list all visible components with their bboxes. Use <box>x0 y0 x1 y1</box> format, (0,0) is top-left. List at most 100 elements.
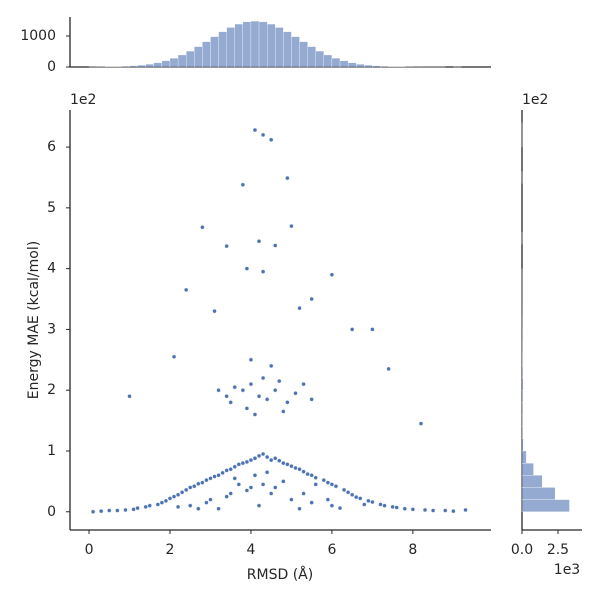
point <box>155 502 161 507</box>
histogram-bar <box>275 27 284 68</box>
point <box>208 497 213 502</box>
histogram-bar <box>169 58 179 68</box>
point <box>228 400 233 405</box>
histogram-bar <box>521 438 524 452</box>
point <box>163 498 169 504</box>
point <box>260 132 266 138</box>
point <box>248 485 254 490</box>
point <box>228 491 233 496</box>
histogram-bar <box>202 41 211 68</box>
x-tick-label: 0.0 <box>511 542 533 558</box>
histogram-bar <box>194 46 203 68</box>
point <box>305 471 310 477</box>
point <box>175 492 181 497</box>
point <box>260 482 266 487</box>
histogram-bar <box>145 64 154 68</box>
histogram-bar <box>521 462 534 476</box>
point <box>285 175 290 181</box>
point <box>232 464 237 469</box>
point <box>264 470 270 475</box>
y-tick-label: 0 <box>47 504 56 520</box>
point <box>171 354 177 359</box>
point <box>289 223 294 229</box>
point <box>200 480 205 485</box>
point <box>394 505 399 510</box>
histogram-bar <box>121 66 130 68</box>
histogram-bar <box>299 41 308 68</box>
histogram-bar <box>521 390 524 403</box>
point <box>115 508 120 513</box>
point <box>256 239 262 244</box>
histogram-bar <box>521 365 523 379</box>
y-tick-label: 4 <box>47 261 56 277</box>
x-tick-label: 2.5 <box>547 542 569 558</box>
point <box>273 388 278 393</box>
point <box>309 296 314 302</box>
point <box>329 272 335 277</box>
point <box>196 481 201 487</box>
point <box>240 460 246 466</box>
point <box>378 502 383 507</box>
point <box>386 366 391 372</box>
y-offset-label: 1e2 <box>70 92 96 108</box>
histogram-bar <box>347 62 357 68</box>
histogram-bar <box>177 54 187 68</box>
point <box>147 503 152 508</box>
point <box>98 508 104 514</box>
point <box>244 266 250 271</box>
point <box>216 388 221 393</box>
point <box>410 507 416 512</box>
histogram-bar <box>521 426 523 439</box>
point <box>244 488 250 493</box>
histogram-bar <box>521 377 524 391</box>
histogram-bar <box>291 36 300 68</box>
point <box>232 476 237 481</box>
y-tick-label: 3 <box>47 321 56 337</box>
point <box>232 384 237 390</box>
point <box>264 397 270 402</box>
point <box>240 388 246 393</box>
y-offset-label: 1e2 <box>522 92 548 108</box>
point <box>216 506 221 511</box>
histogram-bar <box>521 402 523 415</box>
histogram-bar <box>339 60 349 68</box>
point <box>325 497 331 502</box>
point <box>192 484 197 489</box>
point <box>289 463 294 469</box>
point <box>183 487 189 493</box>
point <box>297 467 302 472</box>
y-tick-label: 5 <box>47 200 56 216</box>
point <box>244 406 250 411</box>
histogram-bar <box>218 31 227 68</box>
point <box>370 499 375 505</box>
histogram-bar <box>250 20 260 68</box>
point <box>200 225 205 230</box>
point <box>248 457 254 463</box>
point <box>451 508 456 514</box>
x-tick-label: 8 <box>408 542 417 558</box>
point <box>252 412 258 417</box>
histogram-bar <box>356 64 365 68</box>
point <box>123 507 128 513</box>
point <box>188 503 193 508</box>
point <box>220 470 225 476</box>
point <box>268 137 274 142</box>
point <box>268 363 274 369</box>
histogram-bar <box>521 499 570 512</box>
point <box>345 490 351 495</box>
point <box>179 490 185 495</box>
point <box>224 468 229 473</box>
point <box>264 454 270 460</box>
histogram-bar <box>234 23 244 68</box>
point <box>204 477 209 483</box>
point <box>224 243 229 249</box>
point <box>212 308 217 314</box>
point <box>309 397 314 402</box>
point <box>281 460 286 466</box>
point <box>268 457 274 463</box>
point <box>131 507 136 512</box>
point <box>260 375 266 381</box>
point <box>256 503 262 508</box>
point <box>418 421 424 426</box>
point <box>248 381 254 387</box>
